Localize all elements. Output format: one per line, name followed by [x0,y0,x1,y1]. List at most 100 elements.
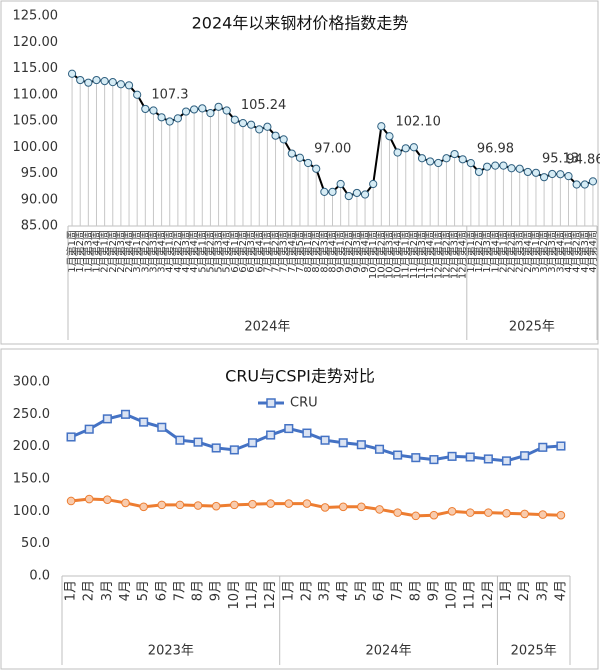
x-tick-label: 2月第3周 [114,230,127,273]
data-point [175,500,185,510]
data-point [411,511,421,521]
series-line [70,497,561,518]
data-point [84,78,93,87]
data-point [287,149,296,158]
data-point [465,452,475,462]
data-point [465,508,475,517]
data-point [556,170,565,179]
data-point [120,409,131,419]
data-point [266,499,275,508]
y-tick-label: 100.00 [13,140,59,155]
x-tick-label: 12月 [263,580,278,610]
data-point [434,158,443,168]
data-label: 105.24 [241,98,286,113]
data-point [484,508,493,517]
data-point [540,173,549,182]
x-tick-label: 5月第3周 [212,230,225,273]
data-point [393,450,403,460]
data-point [193,437,203,447]
x-tick-label: 10月第1周 [366,230,379,279]
data-point [108,78,117,87]
x-tick-label: 6月第4周 [252,230,265,273]
x-tick-label: 12月第4周 [456,230,469,279]
data-point [338,438,348,448]
x-tick-label: 11月第4周 [423,230,436,279]
y-tick-label: 110.00 [13,87,59,102]
x-tick-label: 3月 [318,580,333,601]
data-point [556,510,566,520]
x-tick-label: 1月 [499,580,514,601]
data-point [266,430,276,440]
data-point [336,179,345,189]
data-point [175,435,185,445]
x-tick-label: 12月第3周 [448,230,461,279]
data-point [588,177,598,186]
data-point [247,120,256,129]
data-point [211,443,221,453]
x-tick-label: 4月 [118,580,133,601]
data-point [538,442,548,452]
x-tick-label: 9月 [426,580,441,601]
data-point [229,445,239,455]
data-point [393,148,402,157]
chart-title: CRU与CSPI走势对比 [225,367,375,386]
data-point [507,164,516,173]
x-tick-label: 4月第2周 [570,230,583,273]
x-tick-label: 1月第3周 [81,230,94,273]
y-tick-label: 250.0 [13,407,50,422]
x-tick-label: 2月第2周 [505,230,518,273]
x-tick-label: 1月第2周 [472,230,485,273]
data-point [76,75,85,85]
data-label: 96.98 [477,142,514,157]
data-point [548,169,557,179]
x-tick-label: 7月第1周 [260,230,273,273]
group-label: 2025年 [509,320,555,335]
group-label: 2024年 [366,644,412,659]
data-point [67,69,77,78]
x-tick-label: 2月第4周 [521,230,534,273]
y-tick-label: 95.00 [21,166,58,181]
x-tick-label: 4月 [553,580,568,601]
data-point [141,104,150,114]
y-tick-label: 300.0 [13,375,50,390]
data-point [429,510,439,520]
data-point [238,119,248,128]
x-tick-label: 1月第4周 [488,230,501,273]
data-point [102,414,112,424]
x-tick-label: 5月 [136,580,151,601]
x-tick-label: 11月第3周 [415,230,428,279]
x-tick-label: 4月第4周 [187,230,200,273]
data-label: 95.13 [542,151,579,166]
data-point [279,135,288,144]
data-label: 94.86 [566,153,600,168]
data-point [320,435,330,445]
x-tick-label: 2月第1周 [496,230,509,273]
data-point [515,164,524,173]
x-tick-label: 4月第3周 [578,230,591,273]
x-tick-label: 3月第3周 [146,230,159,273]
data-point [357,502,366,512]
data-point [447,451,457,461]
data-point [284,424,294,434]
y-tick-label: 115.00 [13,61,59,76]
x-tick-label: 8月第2周 [309,230,322,273]
x-tick-label: 3月 [535,580,550,601]
data-point [230,500,239,510]
data-point [121,498,130,508]
data-point [181,107,191,116]
x-tick-label: 4月第4周 [586,230,599,273]
data-point [248,499,257,509]
x-tick-label: 8月 [191,580,206,601]
data-point [230,115,239,124]
y-tick-label: 120.00 [13,35,59,50]
data-point [320,503,330,512]
data-label: 97.00 [314,142,351,157]
data-point [356,440,366,450]
data-point [520,451,530,461]
data-point [165,117,174,126]
data-point [206,109,215,118]
y-tick-label: 85.00 [21,219,58,234]
legend-label: CRU [290,396,318,411]
y-tick-label: 0.0 [29,569,50,584]
data-point [411,453,421,463]
